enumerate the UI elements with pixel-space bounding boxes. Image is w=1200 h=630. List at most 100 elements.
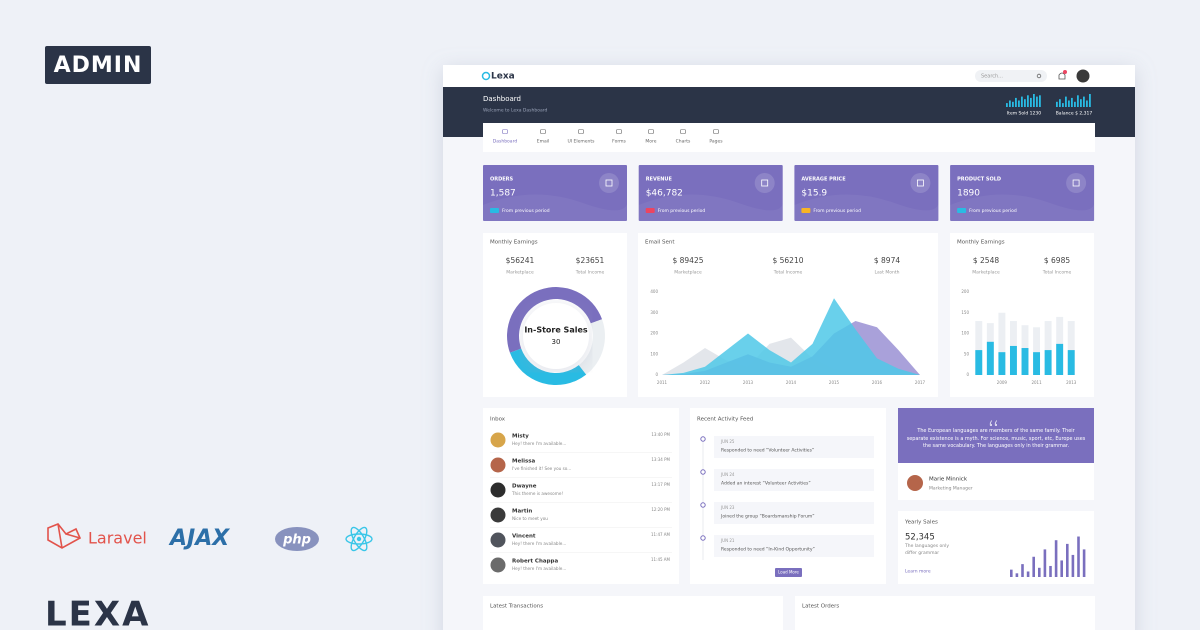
y-tick-label: 400: [650, 289, 658, 294]
load-more-button[interactable]: [775, 568, 802, 577]
activity-date: JUN 25: [720, 439, 735, 444]
stat-value: $ 89425: [672, 256, 703, 265]
bar: [1033, 327, 1041, 375]
bar: [1010, 569, 1013, 577]
react-orbit: [350, 526, 368, 552]
bar: [1077, 536, 1080, 577]
mini-bar: [1056, 101, 1058, 107]
panel-title: Latest Orders: [802, 604, 839, 610]
activity-box: [714, 469, 874, 491]
mini-bar: [1006, 103, 1008, 107]
mini-bar: [1030, 97, 1032, 107]
nav-icon: [648, 129, 654, 134]
bar: [1021, 348, 1029, 375]
nav-icon: [540, 129, 546, 134]
bar: [1043, 549, 1047, 577]
load-more[interactable]: Load More: [778, 570, 799, 575]
x-tick-label: 2013: [1066, 380, 1077, 385]
card-note: From previous period: [969, 208, 1017, 214]
brand: LEXA: [45, 595, 150, 630]
divider: [490, 552, 672, 553]
logo: Lexa: [491, 72, 515, 82]
inbox-name[interactable]: Melissa: [512, 459, 536, 465]
bar: [998, 312, 1006, 375]
nav-item[interactable]: Forms: [612, 139, 626, 145]
search-icon: [1036, 73, 1042, 79]
card-badge: [957, 208, 967, 213]
testimonial-role: Marketing Manager: [929, 486, 973, 492]
nav-icon: [680, 129, 686, 134]
card-badge: [645, 208, 655, 213]
mini-bar: [1065, 96, 1067, 107]
inbox-name[interactable]: Dwayne: [512, 484, 537, 490]
nav-item[interactable]: More: [645, 139, 656, 145]
bar: [1049, 565, 1052, 577]
y-tick-label: 200: [961, 289, 969, 294]
user-avatar[interactable]: [1076, 69, 1090, 83]
y-tick-label: 200: [650, 331, 658, 336]
mini-bar: [1083, 96, 1085, 107]
stat-label: Marketplace: [506, 270, 534, 276]
header-subtitle: Welcome to Lexa Dashboard: [483, 108, 547, 114]
inbox-time: 13:40 PM: [651, 432, 670, 437]
bell-icon[interactable]: [1058, 72, 1066, 80]
inbox-name[interactable]: Robert Chappa: [512, 559, 558, 565]
activity-box: [714, 502, 874, 524]
header-title: Dashboard: [483, 95, 521, 103]
avatar: [490, 432, 506, 448]
y-tick-label: 100: [650, 351, 658, 356]
stat-label: Last Month: [875, 270, 900, 276]
react-orbit: [345, 533, 373, 545]
search-placeholder[interactable]: Search...: [981, 74, 1003, 80]
y-tick-label: 150: [961, 310, 969, 315]
search-box[interactable]: [975, 70, 1047, 82]
stat-label: Total Income: [773, 270, 803, 276]
testimonial-quote: The European languages are members of th…: [906, 428, 1086, 450]
avatar: [490, 557, 506, 573]
y-tick-label: 0: [966, 372, 969, 377]
react-core: [356, 536, 362, 542]
bar: [998, 352, 1006, 375]
testimonial-card: [898, 408, 1094, 463]
y-tick-label: 300: [650, 310, 658, 315]
card-icon-glyph: [761, 179, 769, 187]
avatar: [490, 457, 506, 473]
mini-bar: [1027, 95, 1029, 107]
bar: [975, 350, 983, 375]
activity-date: JUN 23: [720, 505, 735, 510]
nav-item[interactable]: Dashboard: [493, 139, 518, 145]
x-tick-label: 2014: [786, 380, 797, 385]
bar: [1044, 321, 1052, 375]
bar: [1067, 321, 1075, 375]
inbox-name[interactable]: Misty: [512, 434, 529, 440]
inbox-name[interactable]: Martin: [512, 509, 532, 515]
nav-item[interactable]: Email: [537, 139, 550, 145]
mini-bar: [1036, 96, 1038, 107]
nav-item[interactable]: UI Elements: [567, 139, 595, 145]
ajax-text: AJAX: [168, 526, 230, 551]
card-wave: [950, 194, 1095, 221]
x-tick-label: 2015: [829, 380, 840, 385]
mini-bar: [1039, 95, 1041, 107]
mini-bar: [1074, 101, 1076, 107]
x-tick-label: 2016: [872, 380, 883, 385]
bell-dot: [1063, 70, 1067, 74]
testimonial-footer: [898, 463, 1094, 500]
learn-more[interactable]: Learn more: [905, 569, 931, 575]
inbox-time: 13:17 PM: [651, 482, 670, 487]
timeline-dot: [700, 436, 706, 442]
nav-item[interactable]: Charts: [676, 139, 691, 145]
inbox-message: Nice to meet you: [512, 516, 548, 521]
bar: [1044, 350, 1052, 375]
nav-icon: [502, 129, 508, 134]
card-value: 1,587: [490, 189, 516, 199]
card-title: PRODUCT SOLD: [957, 177, 1001, 183]
bar: [975, 321, 983, 375]
divider: [490, 452, 672, 453]
bar: [1054, 540, 1058, 577]
divider: [490, 477, 672, 478]
card-wave: [483, 194, 628, 221]
nav-item[interactable]: Pages: [709, 139, 723, 145]
inbox-name[interactable]: Vincent: [512, 534, 536, 540]
bar: [1026, 571, 1030, 577]
